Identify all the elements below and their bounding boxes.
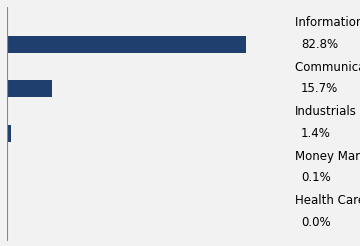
Text: 0.0%: 0.0%	[301, 216, 330, 229]
Text: Industrials: Industrials	[295, 105, 357, 118]
Text: 82.8%: 82.8%	[301, 38, 338, 51]
Bar	[7, 36, 246, 53]
Text: Information Technology: Information Technology	[295, 16, 360, 29]
Bar	[7, 125, 11, 142]
Text: Health Care: Health Care	[295, 194, 360, 207]
Text: Money Market Funds: Money Market Funds	[295, 150, 360, 163]
Text: 15.7%: 15.7%	[301, 82, 338, 95]
Text: 0.1%: 0.1%	[301, 171, 331, 184]
Bar	[7, 80, 53, 97]
Text: Communication Services: Communication Services	[295, 61, 360, 74]
Text: 1.4%: 1.4%	[301, 127, 331, 140]
